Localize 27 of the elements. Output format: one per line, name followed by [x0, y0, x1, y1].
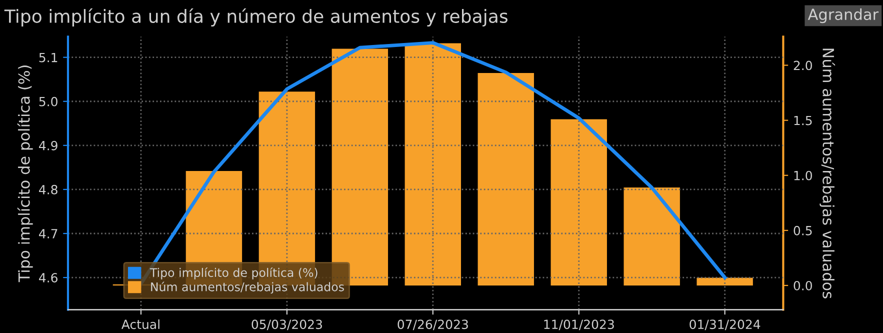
- y2-tick-label: 1.5: [794, 116, 812, 126]
- text: Agrandar: [808, 8, 879, 24]
- x-tick-label: Actual: [121, 319, 160, 330]
- y2-tick-label: 0.5: [794, 226, 812, 236]
- bar: [550, 119, 607, 286]
- chart-title: Tipo implícito a un día y número de aumentos y rebajas: [4, 8, 508, 27]
- y-tick-label: 4.6: [39, 273, 58, 282]
- x-tick-label: 07/26/2023: [398, 320, 468, 330]
- bar: [624, 187, 680, 286]
- y2-tick-label: 2.0: [794, 60, 812, 70]
- x-tick-label: 05/03/2023: [252, 320, 322, 330]
- y2-tick-label: 1.0: [794, 170, 812, 180]
- y2-tick-label: 0.0: [794, 280, 812, 290]
- legend-label: Núm aumentos/rebajas valuados: [151, 282, 344, 294]
- x-tick-label: 11/01/2023: [544, 320, 614, 330]
- legend-label: Tipo implícito de política (%): [150, 267, 318, 280]
- y-tick-label: 4.9: [39, 140, 58, 150]
- bar: [404, 43, 462, 286]
- bar: [478, 72, 534, 286]
- y-axis-title: Tipo implícito de política (%): [17, 66, 33, 282]
- y2-axis-title: Núm aumentos/rebajas valuados: [820, 48, 836, 298]
- y-tick-label: 5.0: [39, 96, 58, 106]
- y-tick-label: 4.7: [39, 229, 58, 238]
- x-tick-label: 01/31/2024: [690, 320, 760, 330]
- bar: [696, 278, 753, 286]
- y-tick-label: 4.8: [39, 184, 58, 194]
- y-tick-label: 5.1: [39, 52, 58, 62]
